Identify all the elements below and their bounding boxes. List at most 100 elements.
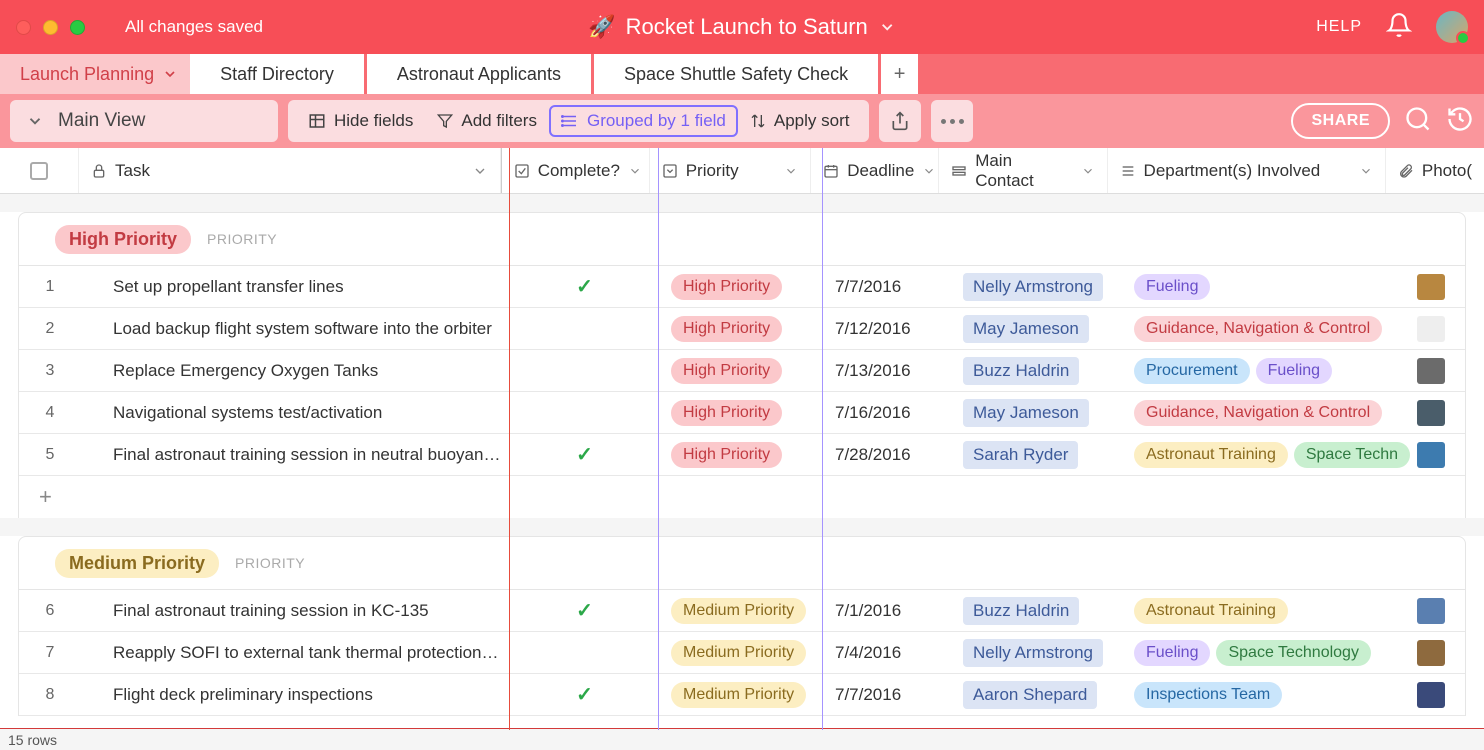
cell-priority[interactable]: Medium Priority — [659, 590, 823, 631]
column-task[interactable]: Task — [79, 148, 501, 193]
cell-photo[interactable] — [1405, 632, 1465, 673]
help-link[interactable]: HELP — [1316, 18, 1362, 36]
tab-active[interactable]: Launch Planning — [0, 54, 190, 94]
select-all-checkbox[interactable] — [0, 148, 79, 193]
table-row[interactable]: 2Load backup flight system software into… — [19, 308, 1465, 350]
table-row[interactable]: 5Final astronaut training session in neu… — [19, 434, 1465, 476]
add-row-button[interactable]: + — [19, 476, 1465, 518]
cell-task[interactable]: Final astronaut training session in KC-1… — [81, 590, 510, 631]
cell-contact[interactable]: Buzz Haldrin — [951, 350, 1122, 391]
cell-task[interactable]: Set up propellant transfer lines — [81, 266, 510, 307]
cell-complete[interactable]: ✓ — [510, 266, 659, 307]
chevron-down-icon[interactable] — [472, 163, 488, 179]
chevron-down-icon[interactable] — [784, 164, 798, 178]
cell-complete[interactable] — [510, 632, 659, 673]
minimize-window-button[interactable] — [43, 20, 58, 35]
table-row[interactable]: 7Reapply SOFI to external tank thermal p… — [19, 632, 1465, 674]
cell-contact[interactable]: Buzz Haldrin — [951, 590, 1122, 631]
cell-complete[interactable] — [510, 392, 659, 433]
cell-deadline[interactable]: 7/16/2016 — [823, 392, 951, 433]
share-button[interactable]: SHARE — [1291, 103, 1390, 139]
cell-task[interactable]: Final astronaut training session in neut… — [81, 434, 510, 475]
cell-photo[interactable] — [1405, 434, 1465, 475]
cell-deadline[interactable]: 7/13/2016 — [823, 350, 951, 391]
chevron-down-icon[interactable] — [1081, 164, 1095, 178]
cell-departments[interactable]: FuelingSpace Technology — [1122, 632, 1405, 673]
cell-departments[interactable]: Inspections Team — [1122, 674, 1405, 715]
cell-departments[interactable]: Astronaut Training — [1122, 590, 1405, 631]
cell-priority[interactable]: High Priority — [659, 434, 823, 475]
group-header[interactable]: High PriorityPRIORITY — [18, 212, 1466, 266]
history-icon[interactable] — [1446, 105, 1474, 138]
cell-photo[interactable] — [1405, 590, 1465, 631]
add-filters-button[interactable]: Add filters — [425, 105, 549, 137]
hide-fields-button[interactable]: Hide fields — [296, 105, 425, 137]
search-icon[interactable] — [1404, 105, 1432, 138]
group-header[interactable]: Medium PriorityPRIORITY — [18, 536, 1466, 590]
cell-contact[interactable]: Nelly Armstrong — [951, 266, 1122, 307]
cell-contact[interactable]: May Jameson — [951, 392, 1122, 433]
table-row[interactable]: 4Navigational systems test/activationHig… — [19, 392, 1465, 434]
column-photo[interactable]: Photo( — [1386, 148, 1484, 193]
cell-departments[interactable]: Astronaut TrainingSpace Techn — [1122, 434, 1405, 475]
cell-departments[interactable]: ProcurementFueling — [1122, 350, 1405, 391]
cell-priority[interactable]: High Priority — [659, 350, 823, 391]
cell-task[interactable]: Navigational systems test/activation — [81, 392, 510, 433]
cell-deadline[interactable]: 7/28/2016 — [823, 434, 951, 475]
table-row[interactable]: 3Replace Emergency Oxygen TanksHigh Prio… — [19, 350, 1465, 392]
cell-contact[interactable]: Aaron Shepard — [951, 674, 1122, 715]
cell-departments[interactable]: Guidance, Navigation & Control — [1122, 392, 1405, 433]
cell-deadline[interactable]: 7/7/2016 — [823, 266, 951, 307]
cell-photo[interactable] — [1405, 266, 1465, 307]
share-icon-button[interactable] — [879, 100, 921, 142]
cell-complete[interactable]: ✓ — [510, 674, 659, 715]
cell-priority[interactable]: High Priority — [659, 266, 823, 307]
cell-deadline[interactable]: 7/1/2016 — [823, 590, 951, 631]
cell-photo[interactable] — [1405, 674, 1465, 715]
cell-priority[interactable]: High Priority — [659, 392, 823, 433]
base-title[interactable]: 🚀 Rocket Launch to Saturn — [588, 14, 896, 40]
cell-deadline[interactable]: 7/7/2016 — [823, 674, 951, 715]
cell-task[interactable]: Load backup flight system software into … — [81, 308, 510, 349]
cell-departments[interactable]: Fueling — [1122, 266, 1405, 307]
group-by-button[interactable]: Grouped by 1 field — [549, 105, 738, 137]
apply-sort-button[interactable]: Apply sort — [738, 105, 862, 137]
cell-complete[interactable]: ✓ — [510, 590, 659, 631]
cell-task[interactable]: Reapply SOFI to external tank thermal pr… — [81, 632, 510, 673]
cell-priority[interactable]: Medium Priority — [659, 632, 823, 673]
cell-complete[interactable] — [510, 308, 659, 349]
cell-photo[interactable] — [1405, 308, 1465, 349]
cell-deadline[interactable]: 7/4/2016 — [823, 632, 951, 673]
cell-task[interactable]: Replace Emergency Oxygen Tanks — [81, 350, 510, 391]
cell-photo[interactable] — [1405, 350, 1465, 391]
cell-deadline[interactable]: 7/12/2016 — [823, 308, 951, 349]
user-avatar[interactable] — [1436, 11, 1468, 43]
maximize-window-button[interactable] — [70, 20, 85, 35]
chevron-down-icon[interactable] — [1359, 164, 1373, 178]
chevron-down-icon[interactable] — [628, 164, 642, 178]
cell-task[interactable]: Flight deck preliminary inspections — [81, 674, 510, 715]
column-main-contact[interactable]: Main Contact — [939, 148, 1107, 193]
add-table-button[interactable]: + — [881, 54, 921, 94]
column-priority[interactable]: Priority — [650, 148, 811, 193]
column-departments[interactable]: Department(s) Involved — [1108, 148, 1386, 193]
column-deadline[interactable]: Deadline — [811, 148, 939, 193]
table-row[interactable]: 1Set up propellant transfer lines✓High P… — [19, 266, 1465, 308]
cell-complete[interactable] — [510, 350, 659, 391]
cell-complete[interactable]: ✓ — [510, 434, 659, 475]
column-complete[interactable]: Complete? — [501, 148, 650, 193]
cell-contact[interactable]: May Jameson — [951, 308, 1122, 349]
tab-astronaut-applicants[interactable]: Astronaut Applicants — [367, 54, 594, 94]
tab-safety-check[interactable]: Space Shuttle Safety Check — [594, 54, 881, 94]
cell-contact[interactable]: Sarah Ryder — [951, 434, 1122, 475]
more-options-button[interactable] — [931, 100, 973, 142]
cell-departments[interactable]: Guidance, Navigation & Control — [1122, 308, 1405, 349]
table-row[interactable]: 8Flight deck preliminary inspections✓Med… — [19, 674, 1465, 716]
chevron-down-icon[interactable] — [922, 164, 936, 178]
cell-photo[interactable] — [1405, 392, 1465, 433]
close-window-button[interactable] — [16, 20, 31, 35]
tab-staff-directory[interactable]: Staff Directory — [190, 54, 367, 94]
notifications-icon[interactable] — [1386, 12, 1412, 43]
cell-contact[interactable]: Nelly Armstrong — [951, 632, 1122, 673]
cell-priority[interactable]: High Priority — [659, 308, 823, 349]
